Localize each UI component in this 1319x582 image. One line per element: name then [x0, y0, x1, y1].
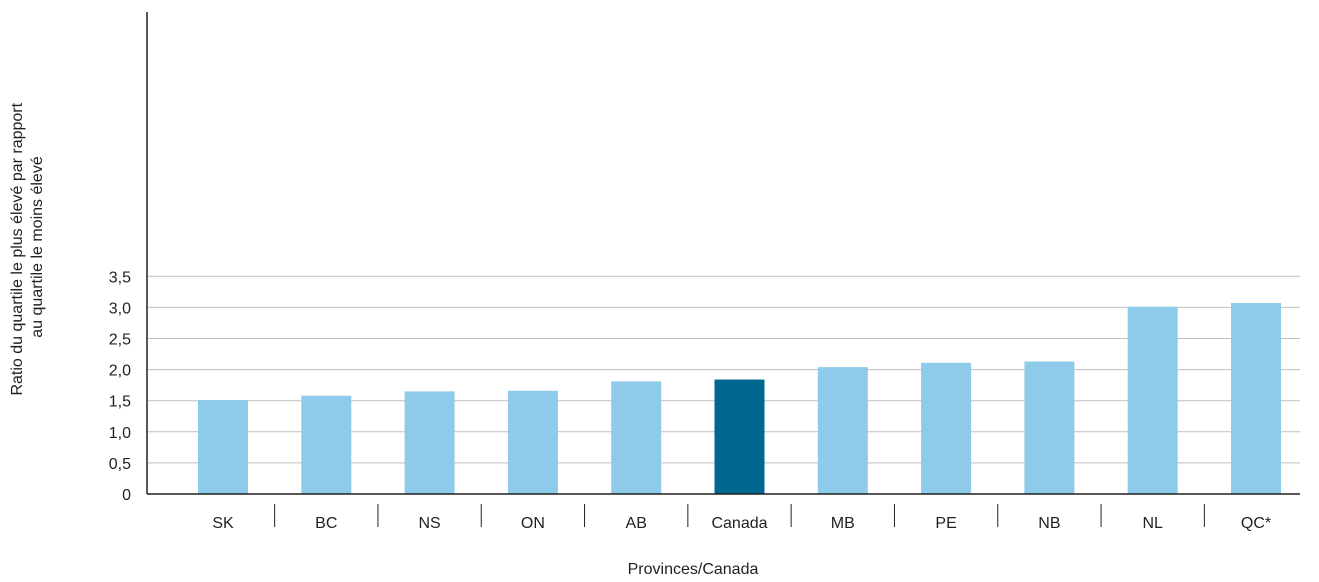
bar-on — [507, 390, 558, 494]
x-tick-label: QC* — [1241, 515, 1271, 532]
bar-sk — [198, 400, 248, 494]
bar-ns — [404, 391, 455, 494]
bar-qc — [1231, 303, 1281, 494]
y-axis-title: Ratio du quartile le plus élevé par rapp… — [9, 98, 46, 395]
x-tick-label: NB — [1038, 515, 1060, 532]
x-tick-label: PE — [935, 515, 956, 532]
bar-pe — [921, 362, 972, 494]
x-tick-label: NL — [1142, 515, 1163, 532]
y-tick-label: 0,5 — [109, 456, 131, 473]
y-tick-label: 2,5 — [109, 332, 131, 349]
x-axis-title: Provinces/Canada — [628, 561, 759, 578]
x-tick-labels: SK BC NS ON AB Canada MB PE NB NL QC* — [212, 515, 1271, 532]
y-tick-label: 1,5 — [109, 394, 131, 411]
bars — [198, 303, 1281, 494]
y-axis-title-line-1: Ratio du quartile le plus élevé par rapp… — [9, 102, 26, 395]
x-tick-label: Canada — [711, 515, 767, 532]
y-tick-label: 3,0 — [109, 300, 131, 317]
bar-nl — [1127, 306, 1178, 494]
y-tick-labels: 0 0,5 1,0 1,5 2,0 2,5 3,0 3,5 — [109, 269, 131, 504]
x-tick-label: ON — [521, 515, 545, 532]
y-tick-label: 2,0 — [109, 363, 131, 380]
x-tick-label: NS — [418, 515, 440, 532]
axes — [146, 12, 1300, 495]
x-tick-label: MB — [831, 515, 855, 532]
bar-ab — [611, 381, 662, 494]
y-tick-label: 0 — [122, 487, 131, 504]
y-axis-title-line-2: au quartile le moins élevé — [29, 156, 46, 338]
x-tick-label: AB — [626, 515, 647, 532]
x-tick-label: SK — [212, 515, 234, 532]
x-tick-label: BC — [315, 515, 337, 532]
bar-nb — [1024, 361, 1075, 494]
bar-canada — [714, 379, 765, 494]
bar-bc — [301, 395, 352, 494]
x-tick-separators — [274, 504, 1205, 527]
bar-mb — [817, 367, 868, 494]
y-tick-label: 3,5 — [109, 269, 131, 286]
y-tick-label: 1,0 — [109, 425, 131, 442]
